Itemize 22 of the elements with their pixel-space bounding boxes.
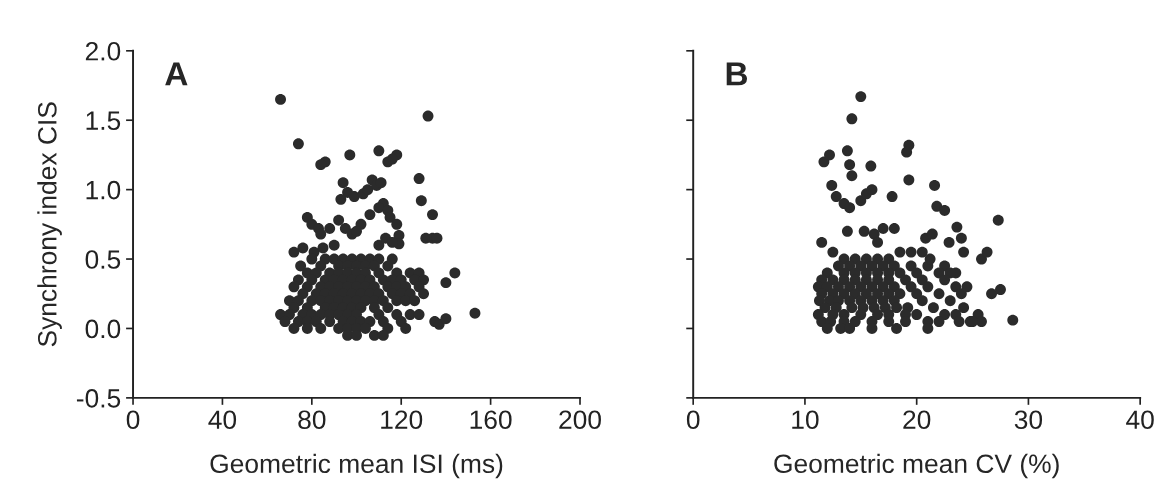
y-tick-label: 1.5	[86, 111, 121, 131]
y-tick-label: 0.0	[85, 319, 121, 339]
y-axis-title: Synchrony index CIS	[37, 102, 62, 347]
annotation: A	[165, 62, 188, 86]
y-tick-label: -0.5	[76, 389, 121, 408]
y-tick-label: 0.5	[85, 250, 121, 269]
annotation: B	[726, 62, 748, 86]
x-tick-label: 10	[792, 410, 819, 430]
y-tick-label: 1.0	[86, 180, 121, 200]
x-tick-label: 80	[298, 410, 326, 430]
x-axis-title: Geometric mean ISI (ms)	[210, 453, 503, 479]
x-tick-label: 40	[208, 410, 237, 430]
x-tick-label: 0	[686, 410, 700, 430]
x-tick-label: 40	[1126, 410, 1154, 430]
x-tick-label: 0	[126, 410, 140, 430]
x-tick-label: 120	[381, 410, 423, 430]
y-tick-label: 2.0	[85, 41, 121, 61]
x-tick-label: 200	[559, 410, 601, 430]
x-tick-label: 160	[470, 410, 512, 430]
x-tick-label: 20	[903, 410, 931, 430]
x-axis-title: Geometric mean CV (%)	[774, 453, 1059, 479]
x-tick-label: 30	[1014, 410, 1043, 430]
